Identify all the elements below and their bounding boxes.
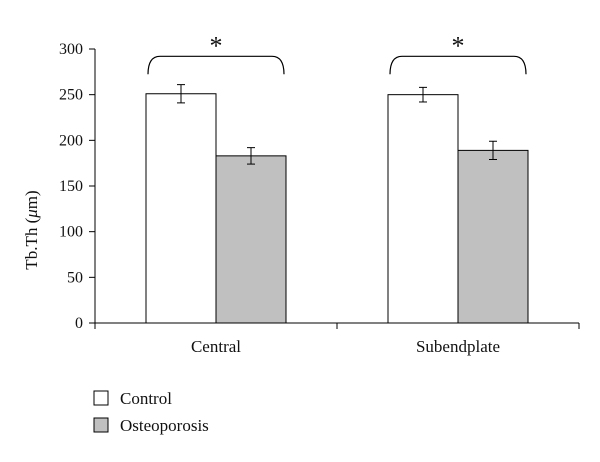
bar — [215, 155, 287, 324]
legend-label-control: Control — [120, 389, 172, 408]
significance-marker: * — [452, 31, 465, 60]
legend-label-osteoporosis: Osteoporosis — [120, 416, 209, 435]
legend-swatch-osteoporosis — [93, 417, 109, 433]
y-tick-label: 200 — [59, 132, 83, 149]
bar — [145, 93, 217, 324]
y-tick-label: 100 — [59, 224, 83, 241]
bar — [457, 149, 529, 324]
legend: Control Osteoporosis — [93, 389, 209, 435]
y-tick-label: 150 — [59, 178, 83, 195]
y-tick-label: 250 — [59, 87, 83, 104]
x-tick-label: Subendplate — [416, 337, 500, 356]
x-tick-label: Central — [191, 337, 241, 356]
legend-swatch-control — [93, 390, 109, 406]
significance-bracket — [147, 55, 285, 75]
y-axis-title: Tb.Th (μm) — [22, 190, 41, 269]
y-tick-label: 300 — [59, 41, 83, 58]
y-tick-label: 50 — [67, 269, 83, 286]
bar — [387, 94, 459, 324]
significance-marker: * — [210, 31, 223, 60]
y-tick-label: 0 — [75, 315, 83, 332]
significance-bracket — [389, 55, 527, 75]
